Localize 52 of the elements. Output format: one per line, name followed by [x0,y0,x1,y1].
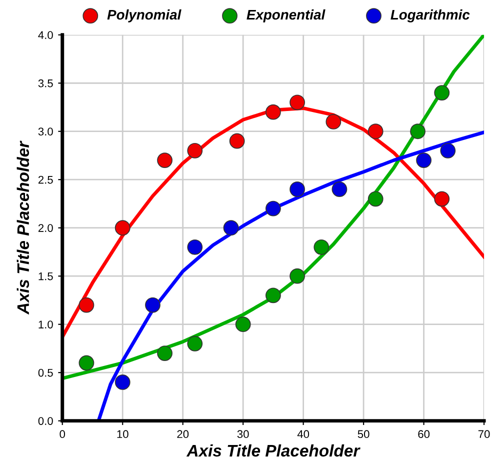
point [368,191,384,207]
point [314,239,330,255]
point [145,297,160,313]
x-tick-label: 20 [177,430,189,438]
point [416,152,432,168]
point [114,220,130,236]
point [332,182,348,197]
y-tick-label: 4.0 [38,31,53,40]
point [326,114,342,130]
x-tick-label: 60 [418,430,430,438]
y-axis-title: Axis Title Placeholder [16,140,30,315]
point [157,152,172,168]
point [290,94,305,110]
x-tick-label: 70 [478,430,490,438]
point [187,239,203,255]
point [410,124,426,140]
point [157,346,172,361]
point [266,200,281,216]
point [434,85,450,100]
point [223,220,239,236]
line-series [96,130,484,421]
point [187,336,203,352]
legend-label: Polynomial [107,9,182,22]
x-tick-label: 40 [297,430,310,438]
legend-label: Exponential [246,9,326,22]
point [290,182,305,197]
y-tick-label: 3.0 [38,128,53,136]
point [114,374,130,390]
point [434,191,450,207]
y-tick-label: 2.0 [38,224,53,232]
x-tick-label: 30 [237,430,249,438]
x-axis-title: Axis Title Placeholder [186,444,360,457]
point [187,142,203,158]
point [229,133,245,149]
point [266,104,281,120]
x-tick-label: 0 [60,430,66,438]
legend-label: Logarithmic [390,9,470,22]
point [235,316,251,332]
x-tick-label: 50 [358,430,370,438]
y-tick-label: 2.5 [38,176,53,184]
point [78,355,94,371]
point [266,288,281,304]
point [78,297,94,313]
point [290,268,305,284]
y-tick-label: 1.0 [38,320,53,328]
y-tick-label: 1.5 [38,272,53,280]
x-tick-label: 10 [117,430,128,438]
y-tick-label: 0.0 [38,417,53,425]
y-tick-label: 0.5 [38,368,53,377]
y-tick-label: 3.5 [38,79,53,88]
point [368,124,384,140]
point [440,142,456,158]
